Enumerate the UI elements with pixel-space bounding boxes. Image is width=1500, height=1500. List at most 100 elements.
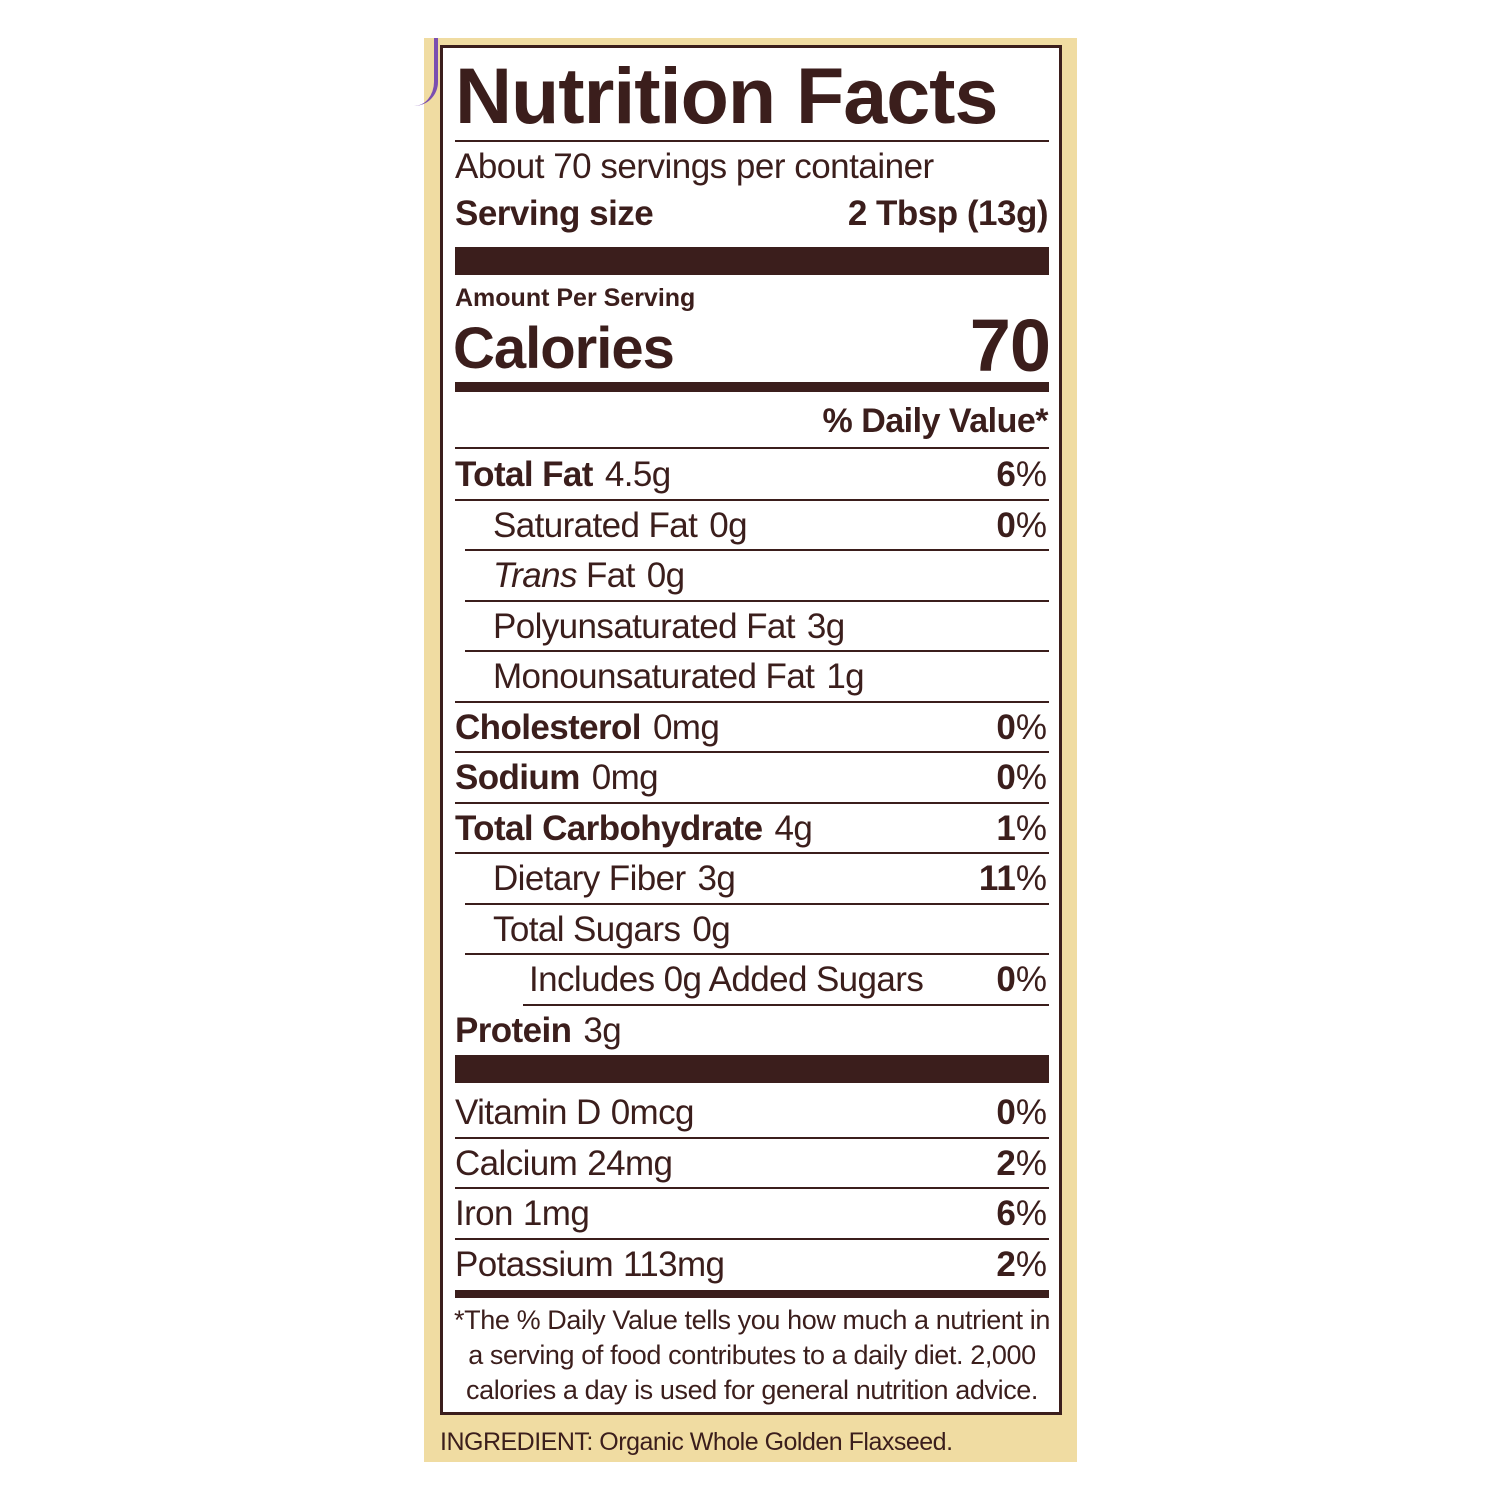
nutrient-amount: 0g bbox=[709, 505, 748, 545]
vitamin-row: Calcium 24mg 2% bbox=[455, 1138, 1049, 1188]
percent-sign: % bbox=[1015, 1194, 1047, 1233]
row-divider bbox=[455, 1136, 1049, 1139]
nutrient-daily-value: 1% bbox=[996, 809, 1047, 849]
footnote-line: a serving of food contributes to a daily… bbox=[468, 1340, 1036, 1370]
nutrient-amount: 3g bbox=[697, 859, 736, 898]
nutrient-label: Trans Fat 0g bbox=[493, 556, 685, 596]
vitamin-row: Potassium 113mg 2% bbox=[455, 1239, 1049, 1289]
nutrient-label: Protein 3g bbox=[455, 1010, 622, 1051]
nutrient-name: Cholesterol bbox=[455, 707, 642, 747]
vitamin-label: Potassium 113mg bbox=[455, 1244, 725, 1285]
row-divider bbox=[465, 549, 1049, 551]
divider bbox=[455, 447, 1049, 449]
nutrient-label: Total Carbohydrate 4g bbox=[455, 808, 813, 849]
nutrient-row: Includes 0g Added Sugars 0% bbox=[455, 954, 1049, 1004]
nutrition-facts-title: Nutrition Facts bbox=[455, 51, 998, 140]
nutrient-row: Total Fat 4.5g 6% bbox=[455, 449, 1049, 499]
nutrient-label: Saturated Fat 0g bbox=[493, 505, 748, 546]
vitamin-amount: 1mg bbox=[522, 1194, 590, 1233]
vitamin-name: Iron bbox=[455, 1194, 514, 1233]
nutrient-row: Total Sugars 0g bbox=[455, 904, 1049, 954]
percent-sign: % bbox=[1015, 859, 1047, 898]
nutrient-daily-value: 0% bbox=[996, 708, 1047, 748]
vitamin-label: Vitamin D 0mcg bbox=[455, 1093, 694, 1133]
nutrient-row: Cholesterol 0mg 0% bbox=[455, 702, 1049, 752]
nutrient-amount: 3g bbox=[806, 606, 845, 646]
row-divider bbox=[465, 902, 1049, 905]
percent-sign: % bbox=[1015, 758, 1047, 797]
footnote-line: calories a day is used for general nutri… bbox=[465, 1375, 1039, 1405]
vitamin-name: Potassium bbox=[455, 1244, 614, 1284]
dv-number: 0 bbox=[996, 1093, 1016, 1132]
medium-divider bbox=[455, 382, 1049, 392]
nutrient-row: Total Carbohydrate 4g 1% bbox=[455, 803, 1049, 853]
nutrient-amount: 4g bbox=[774, 808, 813, 848]
vitamin-daily-value: 6% bbox=[996, 1194, 1047, 1234]
vitamin-row: Iron 1mg 6% bbox=[455, 1188, 1049, 1238]
percent-sign: % bbox=[1015, 808, 1047, 848]
nutrient-daily-value: 6% bbox=[996, 455, 1047, 495]
nutrient-name: Polyunsaturated Fat bbox=[493, 606, 795, 646]
nutrient-label: Total Sugars 0g bbox=[493, 909, 731, 950]
vitamin-amount: 113mg bbox=[623, 1244, 725, 1284]
footnote-line: *The % Daily Value tells you how much a … bbox=[454, 1305, 1050, 1335]
percent-sign: % bbox=[1015, 960, 1047, 999]
row-divider bbox=[455, 1187, 1049, 1189]
footnote: *The % Daily Value tells you how much a … bbox=[452, 1303, 1052, 1408]
nutrient-name: Trans bbox=[493, 556, 577, 595]
nutrient-row: Sodium 0mg 0% bbox=[455, 752, 1049, 802]
percent-sign: % bbox=[1015, 455, 1047, 494]
nutrient-row: Protein 3g bbox=[455, 1005, 1049, 1055]
vitamin-amount: 0mcg bbox=[610, 1093, 695, 1132]
nutrient-name: Sodium bbox=[455, 758, 580, 797]
calories-label: Calories bbox=[453, 316, 675, 381]
servings-per-container: About 70 servings per container bbox=[455, 147, 934, 186]
dv-number: 0 bbox=[996, 758, 1016, 797]
vitamin-label: Iron 1mg bbox=[455, 1194, 590, 1234]
serving-size-label: Serving size bbox=[455, 194, 654, 233]
percent-sign: % bbox=[1015, 505, 1047, 545]
nutrient-amount: 0g bbox=[646, 556, 685, 595]
ingredient-statement: INGREDIENT: Organic Whole Golden Flaxsee… bbox=[440, 1428, 953, 1456]
nutrient-amount: 4.5g bbox=[604, 455, 671, 494]
nutrient-name: Total Fat bbox=[455, 455, 593, 494]
row-divider bbox=[455, 852, 1049, 854]
nutrient-name: Includes 0g Added Sugars bbox=[529, 960, 924, 999]
row-divider bbox=[455, 498, 1049, 501]
nutrient-name: Total Sugars bbox=[493, 909, 681, 949]
vitamin-daily-value: 2% bbox=[996, 1245, 1047, 1285]
percent-sign: % bbox=[1015, 707, 1047, 747]
vitamin-name: Calcium bbox=[455, 1143, 578, 1183]
nutrient-name: Protein bbox=[455, 1010, 572, 1050]
thick-divider bbox=[455, 1055, 1049, 1083]
nutrient-daily-value: 11% bbox=[979, 859, 1047, 899]
row-divider bbox=[465, 953, 1049, 955]
dv-number: 0 bbox=[996, 505, 1016, 545]
nutrient-daily-value: 0% bbox=[996, 506, 1047, 546]
nutrient-daily-value: 0% bbox=[996, 758, 1047, 798]
nutrient-label: Total Fat 4.5g bbox=[455, 455, 671, 495]
daily-value-header: % Daily Value* bbox=[822, 402, 1049, 440]
nutrient-amount: 1g bbox=[826, 657, 865, 696]
nutrient-name-suffix: Fat bbox=[576, 556, 635, 595]
nutrient-row: Saturated Fat 0g 0% bbox=[455, 500, 1049, 550]
percent-sign: % bbox=[1015, 1244, 1047, 1284]
vitamin-daily-value: 2% bbox=[996, 1144, 1047, 1184]
nutrient-label: Cholesterol 0mg bbox=[455, 707, 720, 748]
dv-number: 2 bbox=[996, 1143, 1016, 1183]
amount-per-serving: Amount Per Serving bbox=[455, 284, 696, 312]
nutrient-label: Includes 0g Added Sugars bbox=[529, 960, 924, 1000]
dv-number: 1 bbox=[996, 808, 1016, 848]
nutrient-row: Trans Fat 0g bbox=[455, 550, 1049, 600]
vitamin-row: Vitamin D 0mcg 0% bbox=[455, 1087, 1049, 1137]
nutrient-label: Polyunsaturated Fat 3g bbox=[493, 607, 845, 647]
nutrient-daily-value: 0% bbox=[996, 960, 1047, 1000]
row-divider bbox=[523, 1003, 1049, 1006]
row-divider bbox=[455, 751, 1049, 753]
calories-value: 70 bbox=[969, 304, 1051, 387]
percent-sign: % bbox=[1015, 1093, 1047, 1132]
nutrient-label: Monounsaturated Fat 1g bbox=[493, 657, 865, 697]
thick-divider bbox=[455, 247, 1049, 275]
medium-divider bbox=[455, 1290, 1049, 1298]
serving-size-value: 2 Tbsp (13g) bbox=[847, 194, 1049, 233]
